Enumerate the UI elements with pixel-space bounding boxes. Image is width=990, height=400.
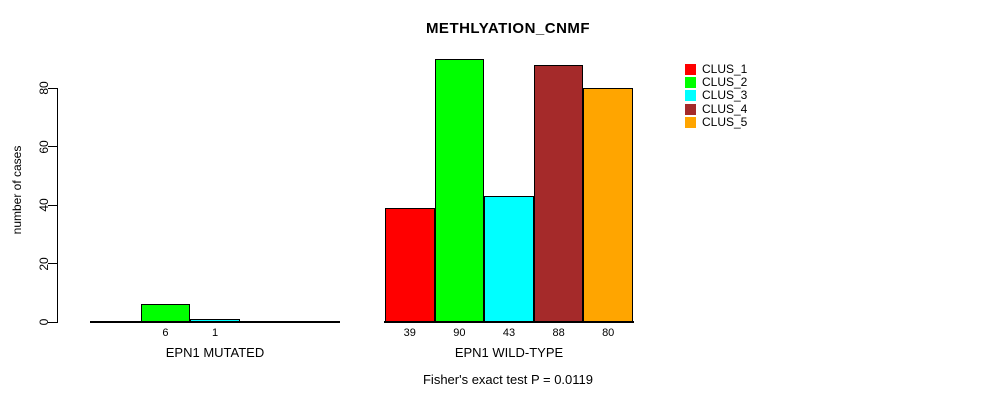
legend-swatch-clus_2 bbox=[685, 77, 696, 89]
legend-label: CLUS_4 bbox=[702, 101, 748, 116]
bar-clus_5 bbox=[583, 88, 633, 322]
bar-value-label: 88 bbox=[552, 327, 565, 339]
legend-swatch-clus_3 bbox=[685, 90, 696, 102]
group-label: EPN1 MUTATED bbox=[165, 345, 265, 360]
bar-clus_2 bbox=[434, 58, 485, 322]
legend-item: CLUS_4 bbox=[685, 101, 748, 116]
bar-value-label: 6 bbox=[162, 327, 169, 339]
bar-value-label: 39 bbox=[403, 327, 416, 339]
legend: CLUS_1 CLUS_2 CLUS_3 CLUS_4 CLUS_5 bbox=[685, 63, 747, 129]
bar-clus_1 bbox=[385, 207, 435, 322]
y-axis-tick bbox=[48, 204, 58, 206]
y-axis-tick-label: 80 bbox=[37, 81, 51, 95]
legend-swatch-clus_1 bbox=[685, 64, 696, 76]
bar-clus_4 bbox=[533, 64, 584, 322]
y-axis-tick-label: 20 bbox=[37, 256, 51, 271]
legend-label: CLUS_5 bbox=[702, 114, 748, 129]
y-axis-tick bbox=[48, 87, 58, 89]
legend-swatch-clus_4 bbox=[685, 103, 696, 115]
bar-value-label: 80 bbox=[602, 327, 615, 339]
group-baseline bbox=[90, 321, 340, 323]
legend-item: CLUS_1 bbox=[685, 63, 747, 76]
legend-label: CLUS_3 bbox=[702, 88, 748, 103]
legend-item: CLUS_2 bbox=[685, 76, 747, 89]
y-axis-tick bbox=[48, 321, 58, 323]
bar-value-label: 43 bbox=[502, 327, 516, 339]
chart-title: METHLYATION_CNMF bbox=[425, 20, 591, 37]
bar-value-label: 90 bbox=[453, 327, 466, 339]
group-label: EPN1 WILD-TYPE bbox=[454, 345, 564, 360]
legend-item: CLUS_3 bbox=[685, 89, 747, 102]
legend-label: CLUS_1 bbox=[702, 62, 748, 77]
legend-label: CLUS_2 bbox=[702, 75, 748, 90]
y-axis-tick bbox=[48, 263, 58, 264]
fisher-test-annotation: Fisher's exact test P = 0.0119 bbox=[422, 372, 593, 387]
bar-value-label: 1 bbox=[211, 327, 219, 339]
y-axis-label: number of cases bbox=[10, 145, 24, 235]
y-axis-tick-label: 60 bbox=[37, 139, 51, 154]
y-axis-tick-label: 40 bbox=[37, 198, 51, 212]
legend-swatch-clus_5 bbox=[685, 116, 696, 128]
bar-clus_2 bbox=[140, 304, 191, 322]
bar-clus_3 bbox=[484, 196, 534, 322]
y-axis-tick-label: 0 bbox=[37, 318, 51, 326]
legend-item: CLUS_5 bbox=[685, 114, 748, 129]
y-axis-tick bbox=[48, 146, 58, 147]
bar-clus_3 bbox=[190, 319, 240, 322]
group-baseline bbox=[384, 321, 634, 323]
